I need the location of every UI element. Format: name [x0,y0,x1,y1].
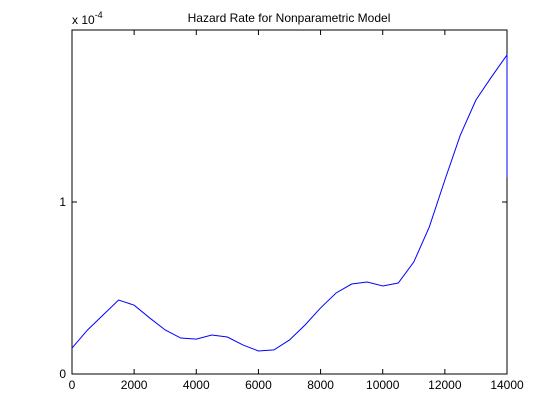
x-tick-label: 8000 [307,378,334,392]
y-tick-label: 0 [59,367,66,381]
x-tick-label: 0 [69,378,76,392]
x-tick-label: 12000 [428,378,462,392]
chart-title: Hazard Rate for Nonparametric Model [188,11,391,25]
y-exponent-base: x 10 [72,13,95,27]
y-exponent: -4 [95,10,103,20]
x-tick-label: 2000 [121,378,148,392]
x-tick-label: 10000 [366,378,400,392]
y-tick-label: 1 [59,195,66,209]
plot-area [71,29,508,375]
y-exponent-label: x 10-4 [72,10,103,27]
x-tick-label: 6000 [245,378,272,392]
x-tick-label: 4000 [183,378,210,392]
x-tick-label: 14000 [490,378,524,392]
line-series [71,53,508,352]
